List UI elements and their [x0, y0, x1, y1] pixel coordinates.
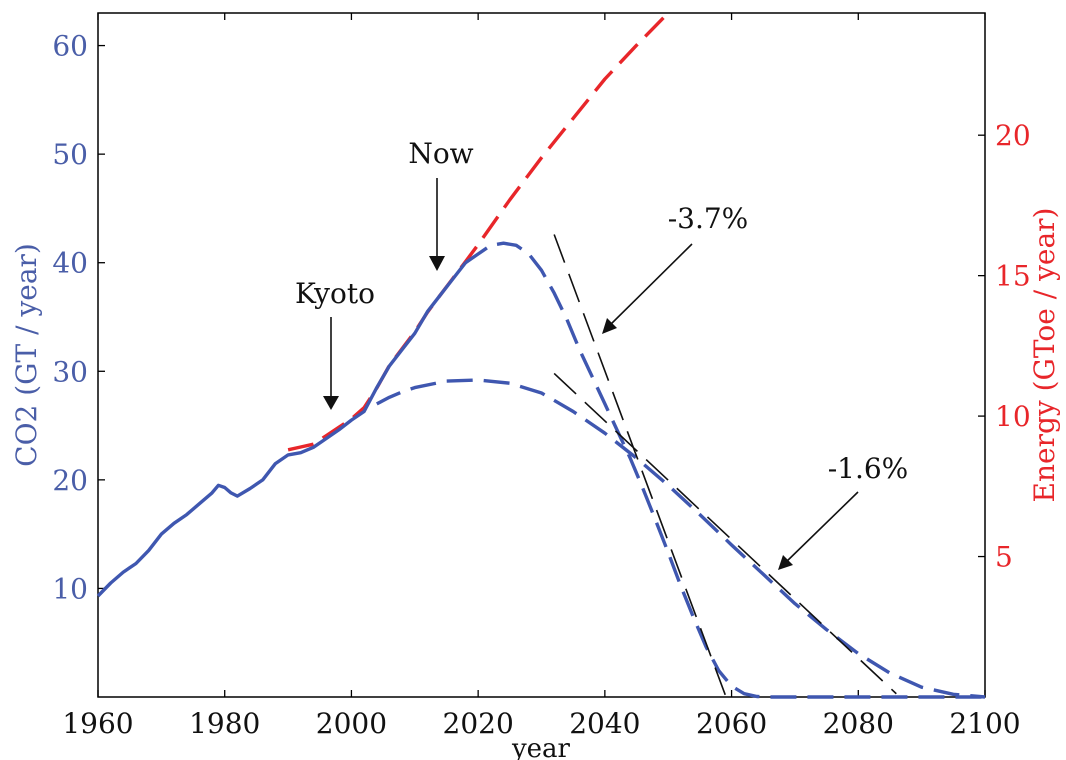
y-ticks-right: 5 10 15 20	[978, 119, 1031, 574]
y-left-tick-label-40: 40	[52, 247, 88, 280]
annotation-minus-1-6-arrow	[782, 491, 859, 566]
annotation-now: Now	[408, 137, 473, 170]
plot-frame	[97, 12, 986, 698]
y-right-tick-label-15: 15	[995, 260, 1031, 293]
x-tick-label-2060: 2060	[696, 707, 767, 740]
y-right-tick-label-5: 5	[995, 541, 1013, 574]
x-tick-label-2080: 2080	[823, 707, 894, 740]
y-left-tick-label-10: 10	[52, 572, 88, 605]
y-axis-label-right: Energy (GToe / year)	[1028, 208, 1061, 503]
annotation-kyoto: Kyoto	[295, 277, 375, 310]
tangent-line-0	[553, 234, 726, 696]
series-line-2	[464, 241, 985, 699]
annotation-kyoto-arrowhead	[323, 396, 339, 410]
x-tick-label-1960: 1960	[62, 707, 133, 740]
annotation-minus-3-7-arrow	[606, 243, 693, 329]
y-left-tick-label-20: 20	[52, 464, 88, 497]
x-tick-label-2040: 2040	[569, 707, 640, 740]
tangent-line-1	[553, 372, 897, 695]
annotation-minus-3-7: -3.7%	[668, 202, 749, 235]
series-line-1	[287, 11, 670, 452]
annotation-minus-1-6: -1.6%	[828, 452, 909, 485]
y-left-tick-label-50: 50	[52, 138, 88, 171]
series-line-0	[96, 261, 467, 598]
y-left-tick-label-30: 30	[52, 355, 88, 388]
x-axis-label: year	[511, 734, 571, 760]
tangent-layer	[553, 234, 897, 696]
y-right-tick-label-20: 20	[995, 119, 1031, 152]
y-ticks-left: 10 20 30 40 50 60	[52, 30, 105, 605]
x-tick-label-2000: 2000	[316, 707, 387, 740]
annotation-minus-3-7-arrowhead	[602, 318, 617, 334]
x-tick-label-1980: 1980	[189, 707, 260, 740]
y-axis-label-left: CO2 (GT / year)	[10, 243, 43, 467]
x-tick-label-2020: 2020	[443, 707, 514, 740]
annotation-minus-1-6-arrowhead	[778, 555, 793, 570]
y-left-tick-label-60: 60	[52, 30, 88, 63]
annotation-now-arrowhead	[429, 256, 445, 271]
series-line-3	[376, 378, 986, 699]
y-right-tick-label-10: 10	[995, 400, 1031, 433]
series-layer	[96, 11, 986, 699]
x-tick-label-2100: 2100	[949, 707, 1020, 740]
x-ticks: 1960 1980 2000 2020 2040 2060 2080 2100	[62, 13, 1021, 740]
